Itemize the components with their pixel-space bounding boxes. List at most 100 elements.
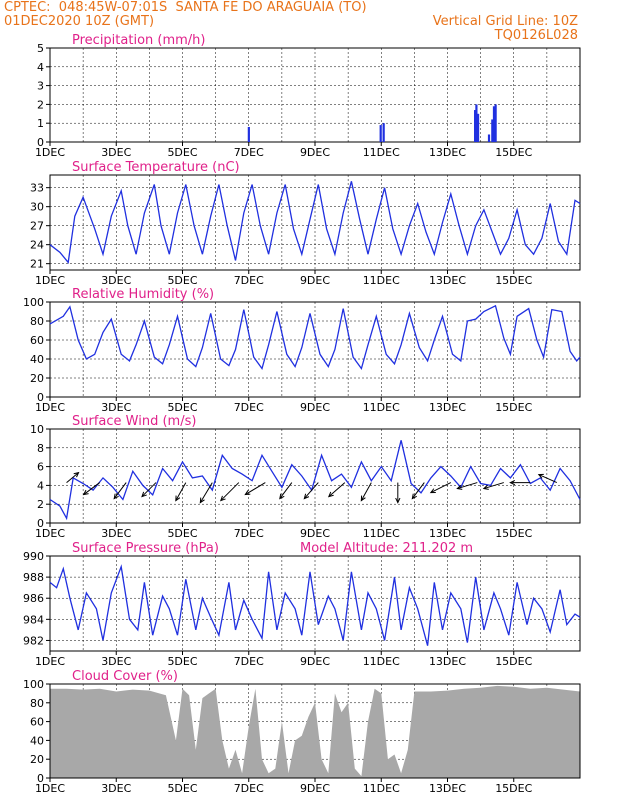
wind-xtick-label: 15DEC <box>495 527 532 540</box>
precip-plot-frame <box>49 47 581 143</box>
wind-vector-head <box>509 479 516 486</box>
wind-vector <box>430 482 452 494</box>
pressure-note: Model Altitude: 211.202 m <box>300 541 473 556</box>
pressure-xtick-label: 5DEC <box>167 655 197 668</box>
header-line1: CPTEC: 048:45W-07:01S SANTA FE DO ARAGUA… <box>4 0 367 15</box>
temp-xtick-label: 7DEC <box>234 274 264 287</box>
wind-xtick-label: 1DEC <box>35 527 65 540</box>
cloud-xtick-label: 13DEC <box>429 782 466 795</box>
precip-ytick-label: 0 <box>37 136 44 149</box>
wind-ytick-label: 8 <box>37 442 44 455</box>
pressure-title: Surface Pressure (hPa) <box>72 541 219 556</box>
pressure-xtick-label: 13DEC <box>429 655 466 668</box>
wind-vector <box>328 482 346 497</box>
wind-vector-head <box>395 497 401 504</box>
wind-xtick-label: 13DEC <box>429 527 466 540</box>
wind-ytick-label: 6 <box>37 461 44 474</box>
temp-series-line <box>49 181 581 264</box>
wind-vector-head <box>327 491 334 498</box>
pressure-xtick-label: 3DEC <box>101 655 131 668</box>
wind-vector <box>457 482 478 490</box>
precip-bar <box>487 134 491 142</box>
rh-ytick-label: 80 <box>30 315 44 328</box>
pressure-ytick-label: 984 <box>23 613 44 626</box>
rh-ytick-label: 40 <box>30 353 44 366</box>
wind-vector <box>141 482 157 497</box>
chart-header: CPTEC: 048:45W-07:01S SANTA FE DO ARAGUA… <box>0 0 618 46</box>
wind-vector-head <box>244 490 251 496</box>
rh-ytick-label: 0 <box>37 391 44 404</box>
wind-vector-head <box>537 473 544 479</box>
wind-vector <box>175 482 187 501</box>
cloud-xtick-label: 15DEC <box>495 782 532 795</box>
temp-xtick-label: 15DEC <box>495 274 532 287</box>
wind-ytick-label: 2 <box>37 498 44 511</box>
pressure-xtick-label: 9DEC <box>300 655 330 668</box>
wind-vector <box>220 482 240 501</box>
temp-ytick-label: 24 <box>30 239 44 252</box>
temp-xtick-label: 9DEC <box>300 274 330 287</box>
cloud-ytick-label: 20 <box>30 753 44 766</box>
wind-vector <box>113 482 127 499</box>
temp-xtick-label: 1DEC <box>35 274 65 287</box>
wind-xtick-label: 9DEC <box>300 527 330 540</box>
wind-vector <box>245 482 266 496</box>
wind-vector <box>411 482 425 499</box>
cloud-ytick-label: 40 <box>30 734 44 747</box>
precip-bar <box>492 106 496 142</box>
wind-vector-head <box>279 493 285 500</box>
temp-ytick-label: 33 <box>30 182 44 195</box>
cloud-xtick-label: 5DEC <box>167 782 197 795</box>
rh-xtick-label: 11DEC <box>363 401 400 414</box>
pressure-xtick-label: 7DEC <box>234 655 264 668</box>
wind-vector-head <box>141 491 147 498</box>
rh-xtick-label: 9DEC <box>300 401 330 414</box>
wind-vector-head <box>219 495 226 502</box>
cloud-xtick-label: 1DEC <box>35 782 65 795</box>
precip-ytick-label: 1 <box>37 117 44 130</box>
wind-vector <box>483 482 504 490</box>
precip-ytick-label: 4 <box>37 61 44 74</box>
wind-xtick-label: 7DEC <box>234 527 264 540</box>
precip-bar <box>476 113 480 142</box>
precip-bar <box>475 104 478 142</box>
rh-xtick-label: 1DEC <box>35 401 65 414</box>
temp-ytick-label: 30 <box>30 201 44 214</box>
rh-ytick-label: 60 <box>30 334 44 347</box>
temp-xtick-label: 5DEC <box>167 274 197 287</box>
wind-ytick-label: 0 <box>37 517 44 530</box>
cloud-xtick-label: 11DEC <box>363 782 400 795</box>
rh-title: Relative Humidity (%) <box>72 287 214 302</box>
header-grid-note: Vertical Grid Line: 10Z <box>432 14 578 29</box>
wind-vector-head <box>429 488 436 494</box>
pressure-xtick-label: 15DEC <box>495 655 532 668</box>
rh-xtick-label: 13DEC <box>429 401 466 414</box>
header-code: TQ0126L028 <box>494 28 578 43</box>
pressure-series-line <box>49 564 581 646</box>
precip-bar <box>473 110 477 142</box>
wind-vector <box>279 482 293 499</box>
precip-xtick-label: 11DEC <box>363 146 400 159</box>
wind-xtick-label: 3DEC <box>101 527 131 540</box>
precip-xtick-label: 7DEC <box>234 146 264 159</box>
wind-ytick-label: 10 <box>30 423 44 436</box>
temp-xtick-label: 3DEC <box>101 274 131 287</box>
pressure-ytick-label: 986 <box>23 592 44 605</box>
rh-xtick-label: 7DEC <box>234 401 264 414</box>
wind-vector-head <box>175 495 181 502</box>
precip-bar <box>379 125 382 142</box>
precip-ytick-label: 2 <box>37 98 44 111</box>
pressure-xtick-label: 11DEC <box>363 655 400 668</box>
wind-plot-frame <box>49 428 581 524</box>
cloud-plot-frame-top <box>49 683 581 779</box>
pressure-ytick-label: 990 <box>23 550 44 563</box>
cloud-ytick-label: 0 <box>37 772 44 785</box>
precip-bar <box>382 123 385 142</box>
pressure-xtick-label: 1DEC <box>35 655 65 668</box>
wind-xtick-label: 11DEC <box>363 527 400 540</box>
wind-vector <box>66 472 79 483</box>
precip-xtick-label: 1DEC <box>35 146 65 159</box>
pressure-ytick-label: 982 <box>23 634 44 647</box>
wind-vector-head <box>73 471 80 478</box>
